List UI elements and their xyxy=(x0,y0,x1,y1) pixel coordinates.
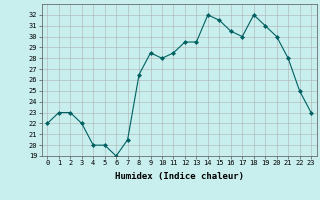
X-axis label: Humidex (Indice chaleur): Humidex (Indice chaleur) xyxy=(115,172,244,181)
